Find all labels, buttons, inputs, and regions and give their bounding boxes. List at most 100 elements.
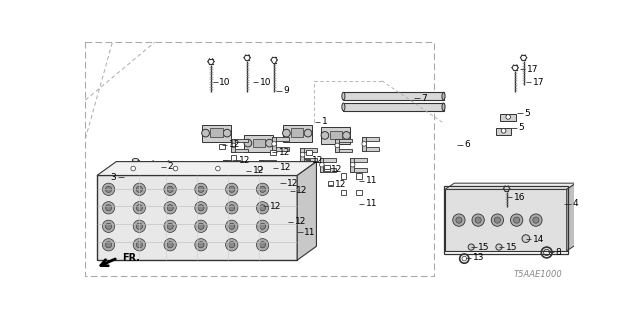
Circle shape [513, 217, 520, 223]
Bar [223, 170, 240, 174]
Text: 15: 15 [506, 243, 517, 252]
Circle shape [492, 214, 504, 226]
Bar [319, 158, 323, 172]
Bar [223, 160, 240, 164]
Ellipse shape [342, 103, 345, 111]
Circle shape [167, 186, 173, 192]
Bar [328, 181, 333, 186]
Circle shape [102, 239, 115, 251]
Text: 16: 16 [513, 193, 525, 202]
Polygon shape [445, 183, 576, 189]
Bar [335, 139, 352, 142]
Circle shape [259, 165, 264, 169]
Bar [291, 129, 303, 137]
Circle shape [228, 186, 235, 192]
Circle shape [494, 217, 500, 223]
Bar [356, 190, 362, 196]
Circle shape [195, 183, 207, 196]
Circle shape [131, 166, 136, 171]
Bar [289, 178, 306, 182]
Circle shape [167, 205, 173, 211]
Circle shape [198, 223, 204, 229]
Polygon shape [97, 162, 316, 175]
Circle shape [228, 242, 235, 248]
Text: 12: 12 [269, 202, 281, 211]
Bar [341, 190, 346, 196]
Bar [253, 139, 265, 147]
Text: 2: 2 [168, 163, 173, 172]
Circle shape [259, 186, 266, 192]
Bar [330, 131, 342, 139]
Circle shape [106, 242, 111, 248]
Bar [344, 92, 444, 100]
Ellipse shape [132, 158, 139, 162]
Circle shape [257, 239, 269, 251]
Text: 12: 12 [228, 140, 240, 149]
Text: 15: 15 [478, 243, 490, 252]
Circle shape [472, 214, 484, 226]
Text: 10: 10 [259, 78, 271, 87]
Bar [220, 144, 225, 149]
Circle shape [133, 202, 145, 214]
Text: 4: 4 [572, 199, 578, 208]
Ellipse shape [442, 103, 445, 111]
Text: 5: 5 [524, 108, 530, 117]
Bar [287, 217, 292, 222]
Circle shape [258, 166, 262, 171]
Ellipse shape [144, 180, 150, 183]
Bar [231, 156, 236, 161]
Text: 17: 17 [533, 78, 545, 87]
Circle shape [533, 217, 539, 223]
Circle shape [198, 186, 204, 192]
Text: FR.: FR. [122, 253, 140, 263]
Text: T5AAE1000: T5AAE1000 [514, 270, 563, 279]
Bar [259, 170, 276, 174]
Polygon shape [566, 183, 576, 251]
Text: 17: 17 [527, 65, 538, 74]
Bar [289, 168, 292, 182]
Circle shape [272, 141, 276, 146]
Bar [300, 148, 304, 162]
Circle shape [173, 166, 178, 171]
Circle shape [102, 183, 115, 196]
Circle shape [257, 183, 269, 196]
Text: 12: 12 [287, 179, 299, 188]
Text: 12: 12 [331, 165, 342, 174]
Bar [210, 129, 223, 137]
Bar [335, 148, 352, 152]
Circle shape [266, 139, 273, 147]
Circle shape [223, 129, 231, 137]
Text: 8: 8 [555, 248, 561, 257]
Bar [287, 190, 292, 196]
Circle shape [228, 205, 235, 211]
Bar [307, 150, 312, 156]
Bar [356, 173, 362, 179]
Text: 14: 14 [533, 235, 544, 244]
Bar [444, 186, 568, 254]
Circle shape [342, 132, 350, 139]
Bar [445, 189, 566, 251]
Bar [202, 124, 231, 141]
Text: 10: 10 [220, 78, 231, 87]
Circle shape [231, 143, 236, 148]
Bar [86, 42, 435, 276]
Circle shape [225, 220, 238, 232]
Circle shape [304, 129, 312, 137]
Text: 7: 7 [421, 94, 427, 103]
Ellipse shape [168, 161, 170, 165]
Bar [321, 127, 350, 144]
Circle shape [106, 205, 111, 211]
Bar [97, 175, 297, 260]
Polygon shape [496, 128, 511, 135]
Ellipse shape [342, 92, 345, 100]
Circle shape [202, 129, 209, 137]
Text: 12: 12 [280, 163, 291, 172]
Circle shape [468, 244, 474, 250]
Bar [289, 168, 306, 172]
Circle shape [283, 129, 291, 137]
Bar [335, 139, 339, 152]
Circle shape [259, 223, 266, 229]
Bar [272, 222, 277, 228]
Circle shape [167, 223, 173, 229]
Circle shape [106, 223, 111, 229]
